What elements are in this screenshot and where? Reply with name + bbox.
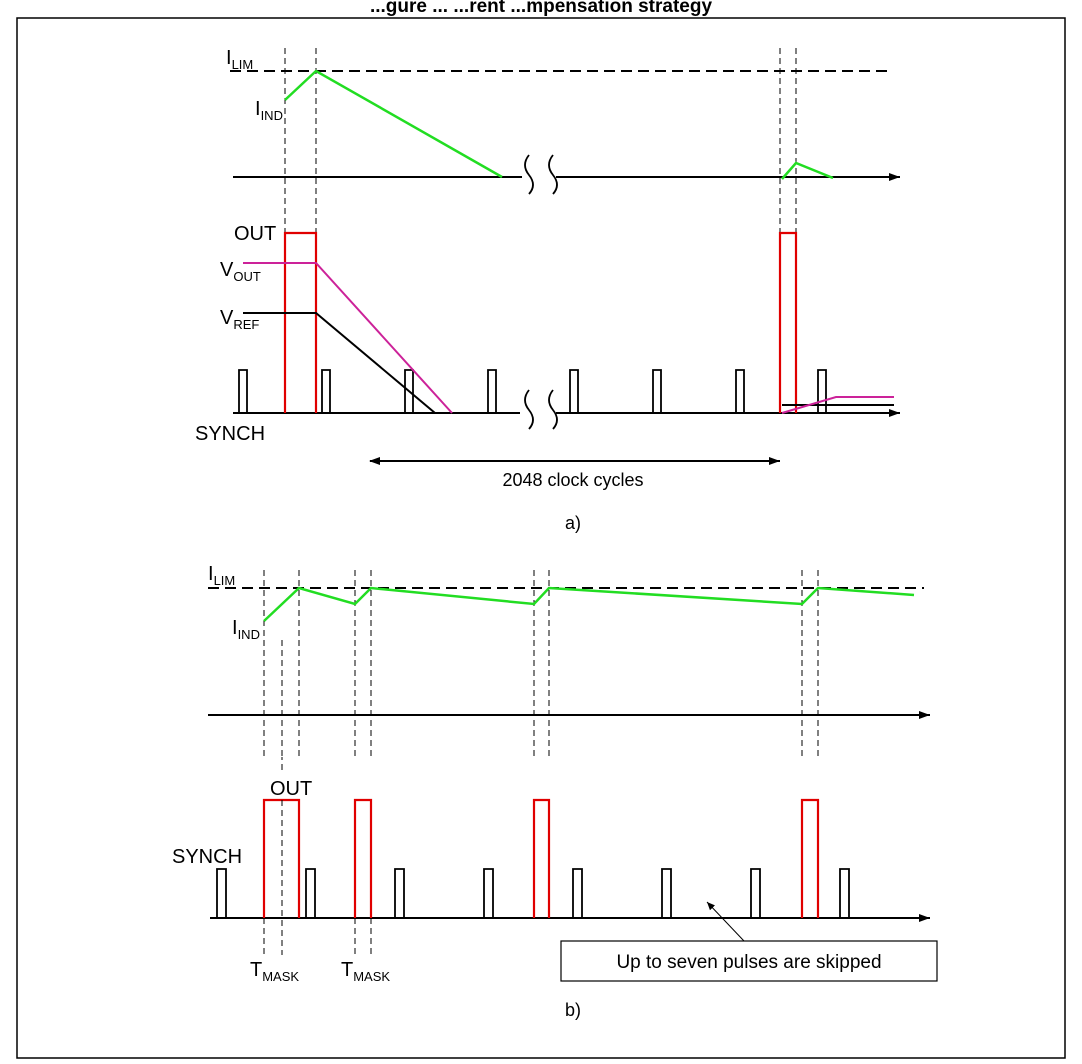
iind-waveform-a [284, 69, 503, 179]
ilim-label-b: ILIM [208, 563, 235, 588]
vout-label: VOUT [220, 259, 261, 284]
tmask-label-1: TMASK [250, 959, 299, 984]
synch-axis-a [233, 389, 900, 430]
out-pulse-b-2 [353, 798, 373, 918]
out-label-b: OUT [270, 778, 312, 800]
vref-label: VREF [220, 307, 259, 332]
iind-waveform-a-2 [781, 161, 834, 180]
current-axis-a [233, 154, 900, 195]
out-pulse-b-3 [532, 798, 551, 918]
ilim-label-a: ILIM [226, 47, 253, 72]
iind-waveform-b [263, 586, 915, 622]
out-pulse-a-2 [778, 231, 798, 413]
synch-pulses-a [238, 369, 827, 413]
figure-title: ...gure ... ...rent ...mpensation strate… [370, 0, 713, 17]
figure-border [16, 17, 1066, 1059]
callout-text: Up to seven pulses are skipped [616, 952, 881, 973]
out-label-a: OUT [234, 223, 276, 245]
panel-b-markers [263, 570, 819, 770]
tmask-markers [263, 800, 372, 955]
tmask-label-2: TMASK [341, 959, 390, 984]
span-label: 2048 clock cycles [502, 470, 643, 490]
vref-trace [243, 312, 436, 414]
panel-a-markers [284, 48, 797, 413]
out-pulse-b-4 [800, 798, 820, 918]
panel-b: ILIM IIND OUT SYNCH TMASK TMASK [172, 563, 938, 1020]
synch-pulses-b [216, 868, 850, 918]
callout-box [560, 940, 938, 982]
synch-label-b: SYNCH [172, 846, 242, 868]
out-pulse-a-1 [283, 231, 318, 413]
iind-label-b: IIND [232, 617, 260, 642]
caption-b: b) [565, 1000, 581, 1020]
vout-trace-2 [781, 396, 894, 414]
panel-a: ILIM IIND OUT VOUT VREF SYNCH [195, 47, 900, 533]
iind-label-a: IIND [255, 98, 283, 123]
callout-arrow [706, 901, 745, 942]
synch-label-a: SYNCH [195, 423, 265, 445]
caption-a: a) [565, 513, 581, 533]
vout-trace [243, 262, 453, 414]
